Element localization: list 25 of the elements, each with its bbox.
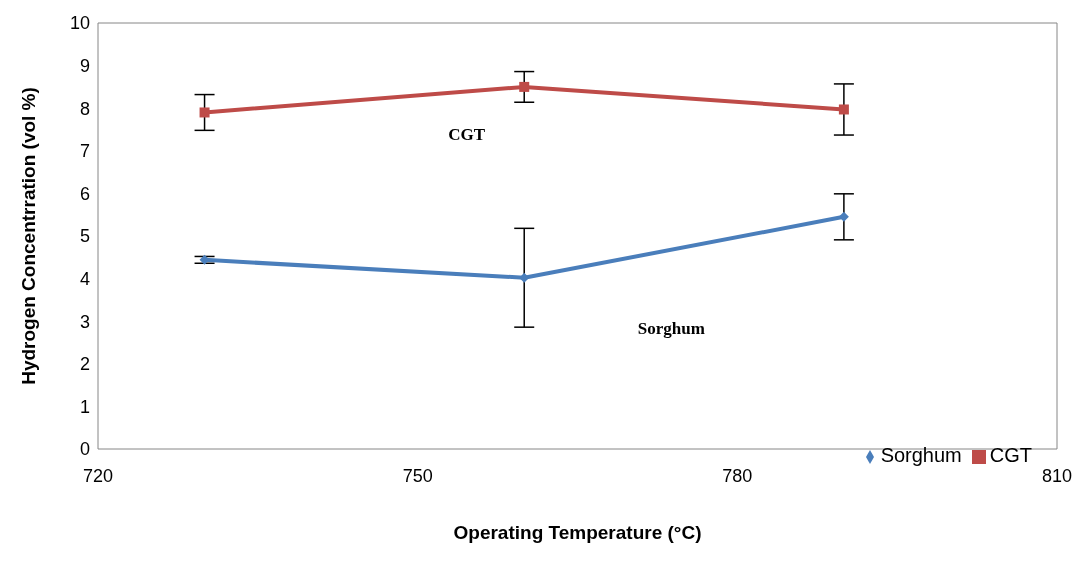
legend-label: CGT	[989, 444, 1032, 466]
legend-label: Sorghum	[880, 444, 962, 466]
y-tick-label: 1	[79, 396, 90, 417]
y-axis-title: Hydrogen Concentrration (vol %)	[17, 87, 39, 385]
annotation: Sorghum	[637, 318, 705, 338]
y-tick-label: 9	[79, 55, 90, 76]
point	[519, 81, 530, 92]
y-tick-label: 2	[79, 354, 90, 375]
y-tick-label: 10	[69, 13, 90, 34]
x-tick-label: 720	[82, 465, 114, 486]
y-tick-label: 6	[79, 183, 90, 204]
point	[199, 107, 210, 118]
y-tick-label: 8	[79, 98, 90, 119]
y-tick-label: 3	[79, 311, 90, 332]
x-tick-label: 780	[722, 465, 753, 486]
x-tick-label: 750	[402, 465, 433, 486]
y-tick-label: 4	[79, 268, 90, 289]
y-tick-label: 7	[79, 141, 90, 162]
y-tick-label: 0	[79, 439, 90, 460]
annotation: CGT	[448, 124, 486, 144]
x-tick-label: 810	[1041, 465, 1073, 486]
y-tick-label: 5	[79, 226, 90, 247]
point	[838, 104, 849, 115]
point	[838, 211, 849, 222]
x-axis-title: Operating Temperature (°C)	[453, 522, 702, 543]
